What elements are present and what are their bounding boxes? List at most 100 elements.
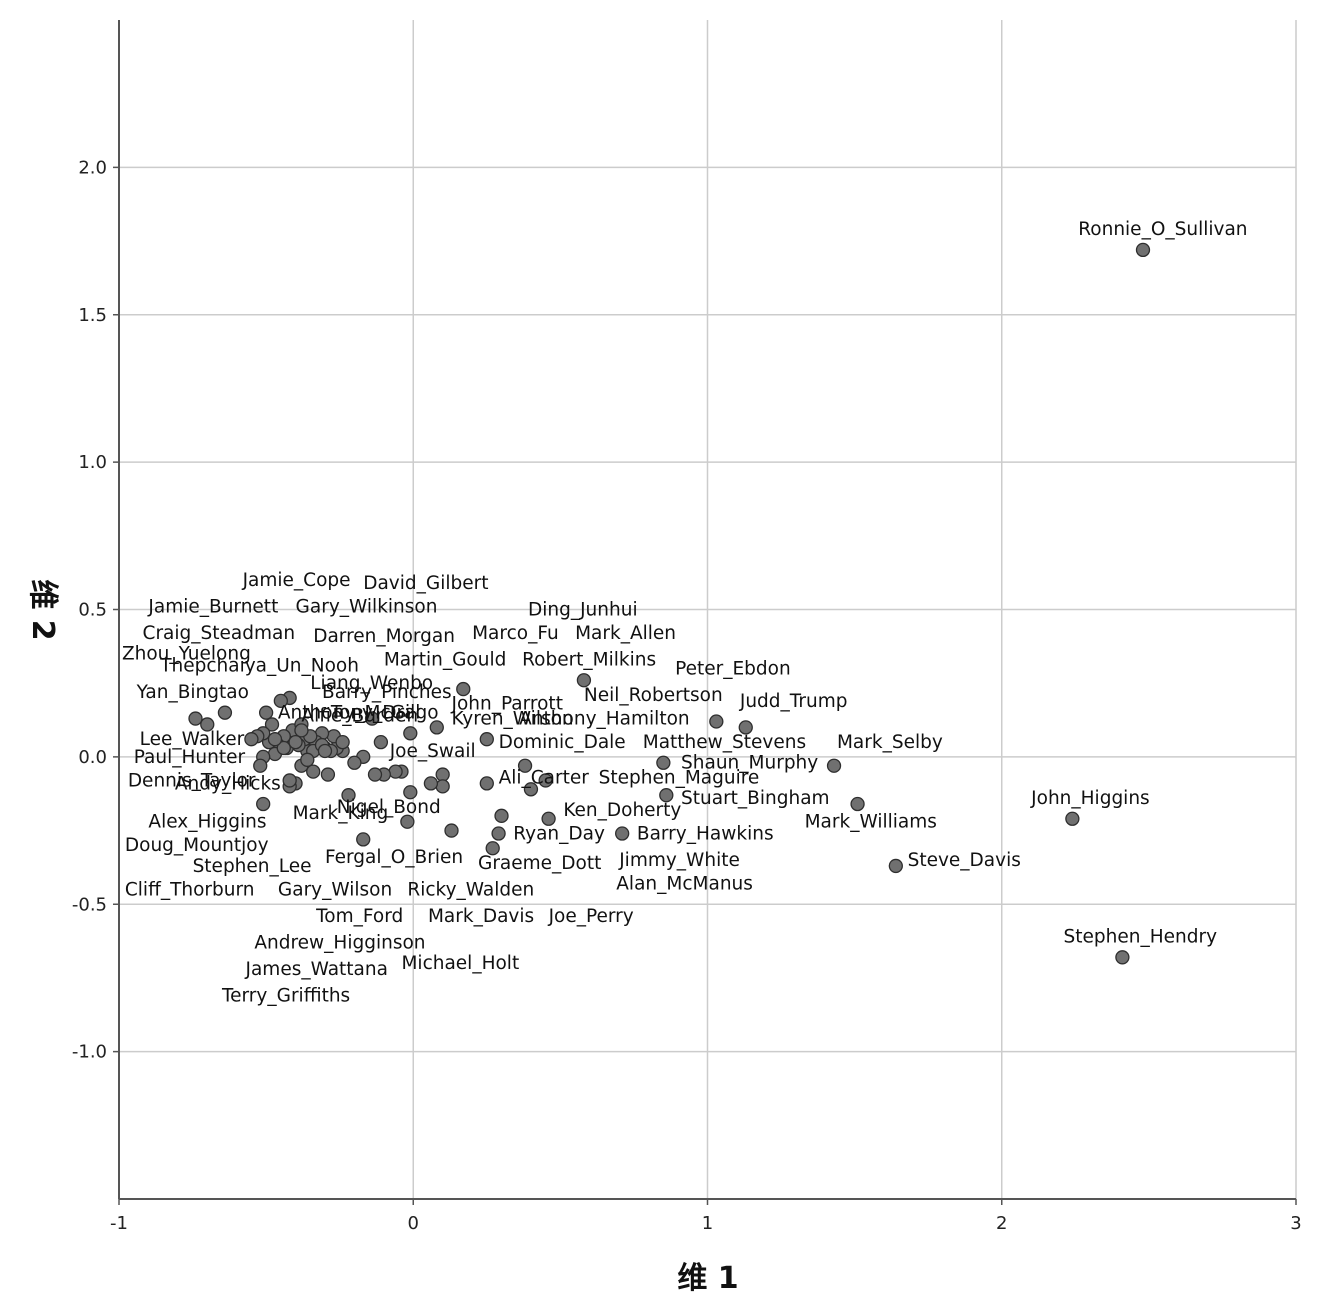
point-label: Mark_Williams xyxy=(805,812,937,833)
data-point xyxy=(253,758,268,773)
data-points xyxy=(188,242,1151,965)
data-point xyxy=(435,779,450,794)
data-point xyxy=(300,752,315,767)
point-label: Stuart_Bingham xyxy=(681,788,830,809)
point-label: Shaun_Murphy xyxy=(681,753,818,774)
data-point xyxy=(364,711,380,726)
data-point xyxy=(273,693,288,709)
y-tick-label: 1.5 xyxy=(78,305,107,326)
data-point xyxy=(256,796,271,812)
data-point xyxy=(423,776,439,791)
data-point xyxy=(306,764,321,779)
point-label: Anthony_McGill xyxy=(278,703,421,724)
point-label: Ricky_Walden xyxy=(407,879,534,900)
x-tick-label: -1 xyxy=(110,1213,128,1234)
point-label: Lee_Walker xyxy=(140,729,245,750)
data-point xyxy=(429,720,444,735)
point-label: Ryan_Day xyxy=(513,823,605,844)
data-point xyxy=(541,811,556,826)
point-label: Neil_Robertson xyxy=(584,685,723,706)
data-point xyxy=(200,717,215,732)
point-label: Dennis_Taylor xyxy=(128,770,256,791)
point-label: Fergal_O_Brien xyxy=(325,847,463,868)
y-tick-label: 1.0 xyxy=(78,452,107,473)
point-label: Dominic_Dale xyxy=(499,732,626,753)
y-tick-label: -0.5 xyxy=(72,894,107,915)
point-label: Andrew_Higginson xyxy=(254,932,425,953)
data-point xyxy=(576,673,592,688)
data-point xyxy=(403,785,418,800)
point-label: Mark_Selby xyxy=(837,732,943,753)
point-label: Liang_Wenbo xyxy=(310,673,433,694)
point-label: Steve_Davis xyxy=(908,850,1021,871)
point-label: Graeme_Dott xyxy=(478,853,601,874)
data-point xyxy=(479,732,494,747)
point-label: Ali_Carter xyxy=(499,767,590,788)
point-label: Gary_Wilkinson xyxy=(296,596,438,617)
data-point xyxy=(659,788,674,803)
data-point xyxy=(485,841,500,856)
point-label: Stephen_Lee xyxy=(193,856,312,877)
point-label: Stephen_Maguire xyxy=(599,767,760,788)
point-label: Yan_Bingtao xyxy=(136,682,249,703)
data-point xyxy=(282,773,297,788)
point-label: Barry_Pinches xyxy=(322,682,452,703)
data-point xyxy=(335,734,350,750)
data-point xyxy=(373,734,389,750)
point-labels: Ronnie_O_Sullivan Stephen_Hendry John_Higg… xyxy=(122,219,1248,1006)
point-label: Michael_Holt xyxy=(401,953,519,974)
data-point xyxy=(341,788,356,803)
data-point xyxy=(523,782,539,797)
data-point xyxy=(656,755,671,770)
point-label: Nigel_Bond xyxy=(337,797,441,818)
y-tick-label: 0.5 xyxy=(78,600,107,621)
point-label: Mark_Allen xyxy=(575,623,676,644)
point-label: Joe_Perry xyxy=(548,906,634,927)
data-point xyxy=(491,826,506,841)
axes xyxy=(113,20,1297,1205)
point-label: John_Parrott xyxy=(451,694,563,715)
data-point xyxy=(288,734,303,750)
data-point xyxy=(435,767,450,782)
point-label: Cliff_Thorburn xyxy=(125,879,255,900)
point-label: Alfie_Burden xyxy=(301,706,418,727)
point-label: John_Higgins xyxy=(1030,788,1150,809)
point-label: Craig_Steadman xyxy=(143,623,296,644)
y-axis-title: 维 2 xyxy=(25,579,60,640)
point-label: Peter_Ebdon xyxy=(675,658,791,679)
data-point xyxy=(267,732,283,747)
data-point xyxy=(258,705,274,720)
x-tick-label: 1 xyxy=(702,1213,713,1234)
point-label: Thepchaiya_Un_Nooh xyxy=(159,655,359,676)
point-label: James_Wattana xyxy=(245,959,388,980)
tick-labels: -1 0 1 2 3 -1.0 -0.5 0.0 0.5 1.0 1.5 2.0 xyxy=(72,157,1302,1234)
data-point xyxy=(276,740,291,756)
data-point xyxy=(388,764,403,779)
data-point xyxy=(1135,242,1151,258)
point-label: Robert_Milkins xyxy=(522,650,656,671)
point-label: Kyren_Wilson xyxy=(452,708,574,729)
point-label: Martin_Gould xyxy=(384,650,507,671)
data-point xyxy=(888,858,903,874)
data-point xyxy=(317,743,333,759)
data-point xyxy=(850,796,865,812)
point-label: Judd_Trump xyxy=(739,691,848,712)
x-axis-title: 维 1 xyxy=(677,1261,738,1296)
point-label: David_Gilbert xyxy=(363,573,488,594)
data-point xyxy=(456,681,471,697)
data-point xyxy=(517,758,533,773)
point-label: Barry_Hawkins xyxy=(637,823,774,844)
data-point xyxy=(738,720,753,735)
data-point xyxy=(400,814,415,829)
point-label: Terry_Griffiths xyxy=(221,986,350,1007)
data-point xyxy=(479,776,494,791)
point-label: Jimmy_White xyxy=(618,850,740,871)
point-label: Matthew_Stevens xyxy=(643,732,806,753)
data-point xyxy=(1115,950,1130,965)
data-point xyxy=(538,773,553,788)
point-label: Tom_Ford xyxy=(315,906,403,927)
point-label: Jamie_Cope xyxy=(242,570,351,591)
data-point xyxy=(294,723,309,738)
data-point xyxy=(356,832,371,847)
data-point xyxy=(403,726,418,741)
